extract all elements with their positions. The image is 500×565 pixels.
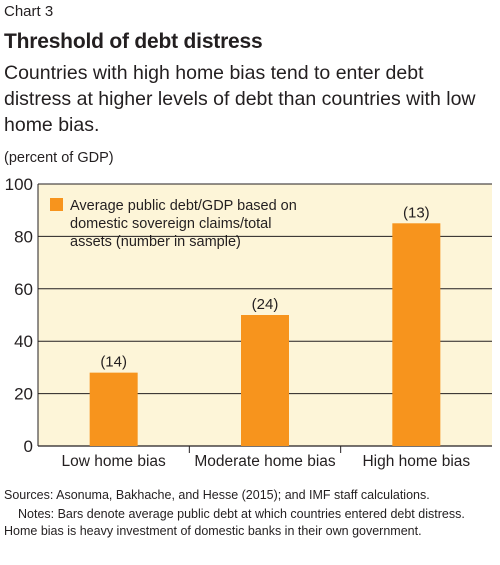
y-tick-label: 60 [14, 280, 33, 299]
y-tick-label: 100 [5, 175, 33, 194]
legend-label: Average public debt/GDP based on [70, 198, 297, 214]
x-tick-label: High home bias [362, 453, 470, 470]
notes-text: Notes: Bars denote average public debt a… [4, 507, 465, 538]
bar [89, 372, 138, 446]
y-tick-label: 40 [14, 332, 33, 351]
legend-swatch [50, 198, 63, 211]
unit-label: (percent of GDP) [4, 150, 114, 166]
chart-title: Threshold of debt distress [4, 30, 263, 53]
y-tick-label: 20 [14, 385, 33, 404]
bar-data-label: (24) [252, 296, 279, 313]
bar-data-label: (13) [403, 204, 430, 221]
sources-note: Sources: Asonuma, Bakhache, and Hesse (2… [4, 488, 430, 502]
legend-label: assets (number in sample) [70, 234, 241, 250]
bar-chart: 0 20 40 60 80 100 (14) Low home bias (24) Moderat… [5, 175, 492, 470]
y-tick-label: 80 [14, 227, 33, 246]
y-tick-label: 0 [24, 437, 33, 456]
x-tick-label: Low home bias [62, 453, 167, 470]
chart-subtitle: Countries with high home bias tend to en… [4, 62, 476, 136]
legend-label: domestic sovereign claims/total [70, 216, 271, 232]
chart-number: Chart 3 [4, 3, 54, 20]
bar [241, 315, 289, 446]
x-tick-label: Moderate home bias [194, 453, 336, 470]
bar-data-label: (14) [100, 354, 127, 371]
bar [392, 223, 441, 446]
